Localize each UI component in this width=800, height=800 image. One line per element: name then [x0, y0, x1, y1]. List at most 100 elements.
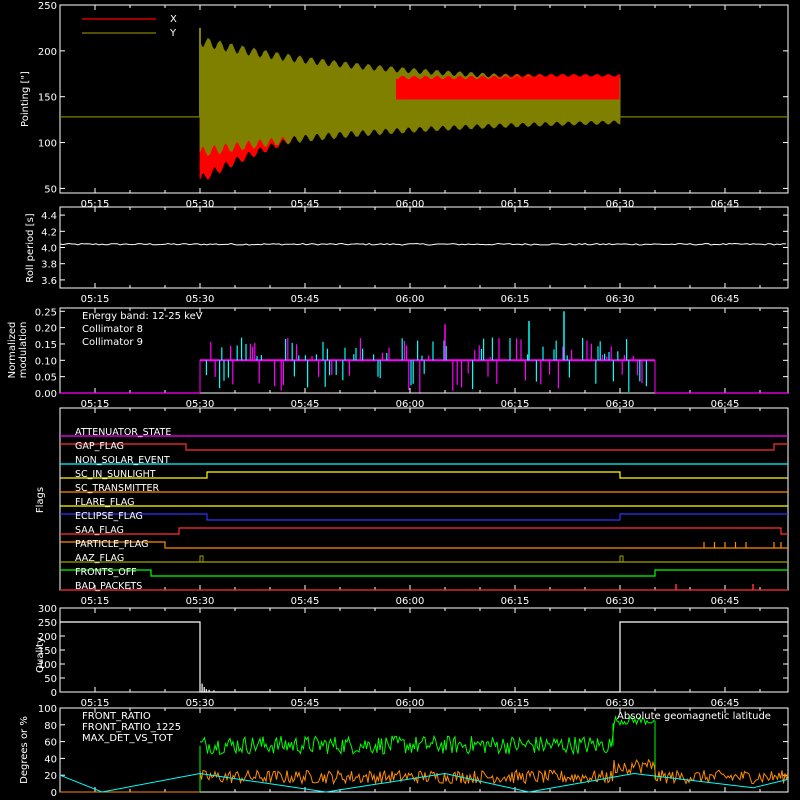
- y-tick-label: 100: [38, 139, 57, 150]
- x-tick-label: 06:00: [396, 596, 425, 607]
- series-front-ratio-1225: [199, 715, 655, 755]
- flag-saa-flag-label: SAA_FLAG: [75, 525, 124, 536]
- series-x-upper: [396, 75, 620, 100]
- flag-particle-flag-line: [60, 541, 788, 549]
- series-quality: [60, 621, 788, 693]
- y-tick-label: 50: [44, 674, 57, 685]
- x-tick-label: 06:00: [396, 199, 425, 210]
- x-tick-label: 06:45: [711, 294, 740, 305]
- x-tick-label: 05:45: [291, 399, 320, 410]
- y-tick-label: 150: [38, 93, 57, 104]
- x-tick-label: 05:15: [81, 199, 110, 210]
- x-tick-label: 06:00: [396, 294, 425, 305]
- legend-label-max-det-vs-tot: MAX_DET_VS_TOT: [82, 733, 174, 744]
- y-axis-label: Quality: [35, 637, 46, 673]
- y-tick-label: 40: [44, 754, 57, 765]
- legend-label-x: X: [170, 14, 177, 25]
- x-tick-label: 05:30: [186, 698, 215, 709]
- flag-aaz-flag-label: AAZ_FLAG: [75, 553, 124, 564]
- y-axis-label: Roll period [s]: [25, 213, 36, 282]
- y-tick-label: 250: [38, 618, 57, 629]
- x-tick-label: 06:45: [711, 399, 740, 410]
- y-tick-label: 300: [38, 604, 57, 615]
- x-tick-label: 06:15: [501, 399, 530, 410]
- x-tick-label: 06:15: [501, 199, 530, 210]
- y-tick-label: 4.4: [41, 211, 57, 222]
- panel-frame-2: [59, 206, 789, 289]
- flag-aaz-flag-spike: [619, 555, 624, 562]
- x-tick-label: 05:45: [291, 294, 320, 305]
- panel-frame-3: [59, 307, 789, 394]
- flag-attenuator-state-label: ATTENUATOR_STATE: [75, 427, 171, 438]
- flag-aaz-flag-spike: [199, 555, 204, 562]
- flag-eclipse-flag-line: [60, 513, 788, 521]
- x-tick-label: 06:15: [501, 698, 530, 709]
- y-tick-label: 80: [44, 721, 57, 732]
- flag-sc-transmitter-label: SC_TRANSMITTER: [75, 483, 160, 494]
- legend-label-front-ratio-1225: FRONT_RATIO_1225: [82, 722, 181, 733]
- x-tick-label: 05:30: [186, 294, 215, 305]
- panel-frame-6: [59, 707, 789, 793]
- y-tick-label: 4.0: [41, 244, 57, 255]
- y-axis-label: Flags: [35, 487, 46, 513]
- y-tick-label: 0.10: [35, 356, 57, 367]
- legend-label-collimator-9: Collimator 9: [82, 337, 143, 348]
- y-tick-label: 0.15: [35, 340, 57, 351]
- legend-label-y: Y: [169, 28, 177, 39]
- legend-label-collimator-8: Collimator 8: [82, 324, 143, 335]
- y-tick-label: 100: [38, 704, 57, 715]
- y-tick-label: 0.05: [35, 373, 57, 384]
- y-axis-label: Degrees or %: [19, 716, 30, 784]
- x-tick-label: 06:00: [396, 698, 425, 709]
- x-tick-label: 05:15: [81, 698, 110, 709]
- x-tick-label: 06:45: [711, 199, 740, 210]
- x-tick-label: 05:45: [291, 698, 320, 709]
- flag-flare-flag-label: FLARE_FLAG: [75, 497, 135, 508]
- flag-saa-flag-line: [60, 527, 788, 535]
- y-tick-label: 4.2: [41, 227, 57, 238]
- x-tick-label: 06:30: [606, 294, 635, 305]
- y-tick-label: 200: [38, 47, 57, 58]
- y-tick-label: 0.20: [35, 324, 57, 335]
- y-tick-label: 50: [44, 184, 57, 195]
- y-axis-label: modulation: [18, 322, 29, 379]
- flag-particle-flag-label: PARTICLE_FLAG: [75, 539, 148, 550]
- flag-eclipse-flag-label: ECLIPSE_FLAG: [75, 511, 143, 522]
- series-max-det-vs-tot: [199, 758, 789, 786]
- flag-sc-in-sunlight-line: [60, 471, 788, 479]
- series-geomagnetic-latitude: [59, 772, 789, 793]
- x-tick-label: 05:15: [81, 294, 110, 305]
- y-tick-label: 20: [44, 771, 57, 782]
- y-tick-label: 0.25: [35, 307, 57, 318]
- x-tick-label: 06:00: [396, 399, 425, 410]
- x-tick-label: 05:45: [291, 596, 320, 607]
- flag-bad-packets-label: BAD_PACKETS: [75, 581, 142, 592]
- y-tick-label: 100: [38, 660, 57, 671]
- x-tick-label: 06:15: [501, 596, 530, 607]
- x-tick-label: 05:30: [186, 199, 215, 210]
- x-tick-label: 05:15: [81, 596, 110, 607]
- y-tick-label: 0: [51, 788, 57, 799]
- x-tick-label: 06:30: [606, 199, 635, 210]
- x-tick-label: 05:45: [291, 199, 320, 210]
- flag-fronts-off-line: [60, 569, 788, 577]
- flag-gap-flag-label: GAP_FLAG: [75, 441, 124, 452]
- flag-non-solar-event-label: NON_SOLAR_EVENT: [75, 455, 170, 466]
- y-tick-label: 200: [38, 632, 57, 643]
- x-tick-label: 06:30: [606, 698, 635, 709]
- x-tick-label: 06:30: [606, 596, 635, 607]
- y-tick-label: 3.6: [41, 276, 57, 287]
- geomagnetic-latitude-annotation: Absolute geomagnetic latitude: [617, 711, 771, 722]
- panel-frame-1: [59, 4, 789, 194]
- x-tick-label: 06:30: [606, 399, 635, 410]
- x-tick-label: 06:45: [711, 596, 740, 607]
- x-tick-label: 05:30: [186, 596, 215, 607]
- y-axis-label: Pointing ["]: [20, 71, 31, 127]
- y-tick-label: 150: [38, 646, 57, 657]
- y-tick-label: 0.00: [35, 389, 57, 400]
- x-tick-label: 05:15: [81, 399, 110, 410]
- x-tick-label: 05:30: [186, 399, 215, 410]
- y-tick-label: 3.8: [41, 260, 57, 271]
